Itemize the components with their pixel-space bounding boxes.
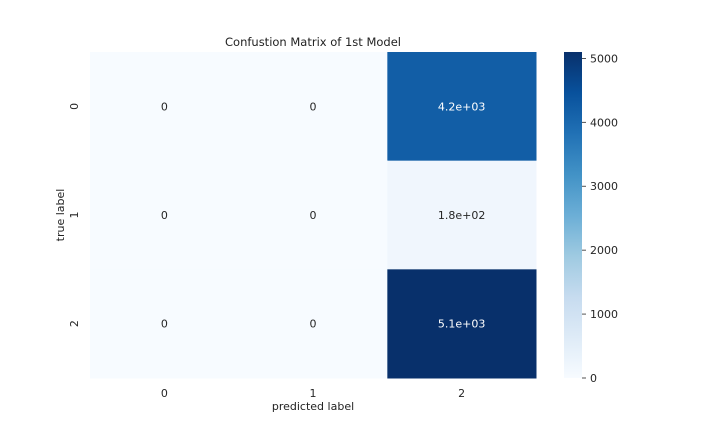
cell-annotation-0-1: 0 [310, 100, 317, 113]
colorbar-tick-label-1000: 1000 [590, 308, 618, 321]
x-tick-labels: 0 1 2 [161, 387, 465, 400]
heatmap-cell-0-1 [238, 52, 388, 162]
cell-annotation-2-2: 5.1e+03 [438, 318, 485, 331]
y-tick-label-2: 2 [68, 320, 81, 327]
cell-annotation-2-0: 0 [161, 318, 168, 331]
x-tick-label-0: 0 [161, 387, 168, 400]
heatmap-cell-1-0 [90, 160, 240, 270]
y-tick-label-0: 0 [68, 103, 81, 110]
cell-annotation-0-2: 4.2e+03 [438, 100, 485, 113]
colorbar: 0 1000 2000 3000 4000 5000 [564, 52, 618, 385]
cell-annotation-2-1: 0 [310, 318, 317, 331]
heatmap-cell-2-2 [387, 269, 537, 379]
heatmap-annotations: 0 0 4.2e+03 0 0 1.8e+02 0 0 5.1e+03 [161, 100, 486, 330]
cell-annotation-1-1: 0 [310, 209, 317, 222]
heatmap-cell-0-0 [90, 52, 240, 162]
colorbar-bar [564, 52, 582, 378]
cell-annotation-1-2: 1.8e+02 [438, 209, 485, 222]
colorbar-tick-label-4000: 4000 [590, 116, 618, 129]
heatmap-cell-2-1 [238, 269, 388, 379]
colorbar-tick-label-2000: 2000 [590, 244, 618, 257]
colorbar-tick-label-0: 0 [590, 372, 597, 385]
heatmap-cell-0-2 [387, 52, 537, 162]
chart-title: Confustion Matrix of 1st Model [225, 35, 401, 49]
cell-annotation-0-0: 0 [161, 100, 168, 113]
x-tick-label-1: 1 [310, 387, 317, 400]
x-tick-label-2: 2 [458, 387, 465, 400]
cell-annotation-1-0: 0 [161, 209, 168, 222]
y-tick-label-1: 1 [68, 212, 81, 219]
x-axis-label: predicted label [272, 400, 354, 413]
colorbar-tick-label-3000: 3000 [590, 180, 618, 193]
heatmap-cell-1-1 [238, 160, 388, 270]
y-axis-label: true label [54, 189, 67, 242]
heatmap-cell-2-0 [90, 269, 240, 379]
colorbar-tick-label-5000: 5000 [590, 52, 618, 65]
heatmap-cell-1-2 [387, 160, 537, 270]
heatmap-cells [90, 52, 537, 379]
y-tick-labels: 0 1 2 [68, 103, 81, 327]
